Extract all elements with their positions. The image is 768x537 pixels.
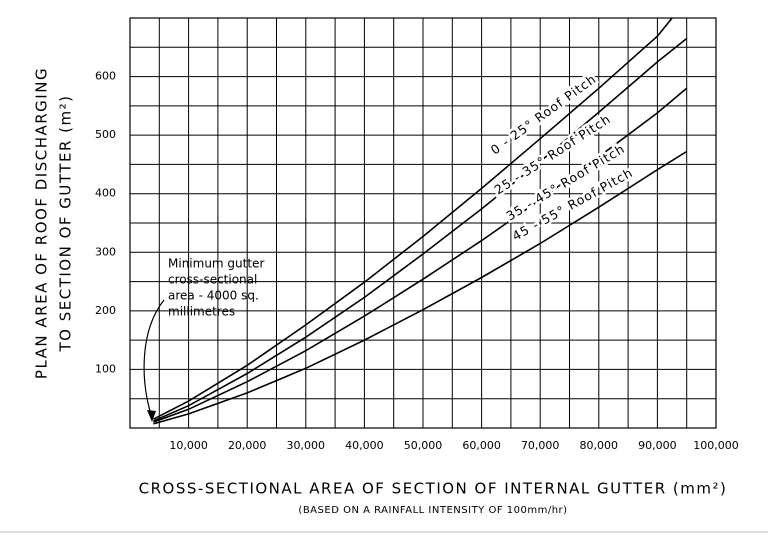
y-axis-title: PLAN AREA OF ROOF DISCHARGING: [33, 67, 51, 379]
curve: [153, 150, 688, 425]
x-tick-label: 10,000: [169, 439, 208, 452]
y-tick-label: 600: [95, 70, 116, 83]
plot-frame: [129, 17, 717, 429]
annotation: Minimum gutter: [168, 257, 264, 271]
x-tick-label: 90,000: [638, 439, 677, 452]
subtitle: (BASED ON A RAINFALL INTENSITY OF 100mm/…: [298, 505, 567, 516]
x-axis-title: CROSS-SECTIONAL AREA OF SECTION OF INTER…: [139, 480, 728, 498]
curve: [153, 37, 688, 422]
y-tick-label: 300: [95, 245, 116, 258]
x-tick-label: 20,000: [228, 439, 267, 452]
annotation-arrow: [143, 299, 165, 419]
x-tick-label: 60,000: [462, 439, 501, 452]
y-tick-label: 400: [95, 187, 116, 200]
y-tick-label: 500: [95, 128, 116, 141]
x-tick-label: 100,000: [693, 439, 739, 452]
x-tick-label: 30,000: [287, 439, 326, 452]
y-tick-label: 200: [95, 304, 116, 317]
curve: [153, 17, 673, 420]
x-tick-label: 40,000: [345, 439, 384, 452]
y-axis-title: TO SECTION OF GUTTER (m²): [57, 95, 75, 353]
curve: [153, 87, 688, 423]
x-tick-label: 80,000: [580, 439, 619, 452]
y-tick-label: 100: [95, 362, 116, 375]
annotation-arrowhead: [147, 410, 156, 422]
annotation: millimetres: [168, 305, 235, 319]
annotation: cross-sectional: [168, 273, 257, 287]
curve-label: 0 - 25° Roof Pitch: [488, 71, 599, 158]
annotation: area - 4000 sq.: [168, 289, 259, 303]
x-tick-label: 70,000: [521, 439, 560, 452]
x-tick-label: 50,000: [404, 439, 443, 452]
